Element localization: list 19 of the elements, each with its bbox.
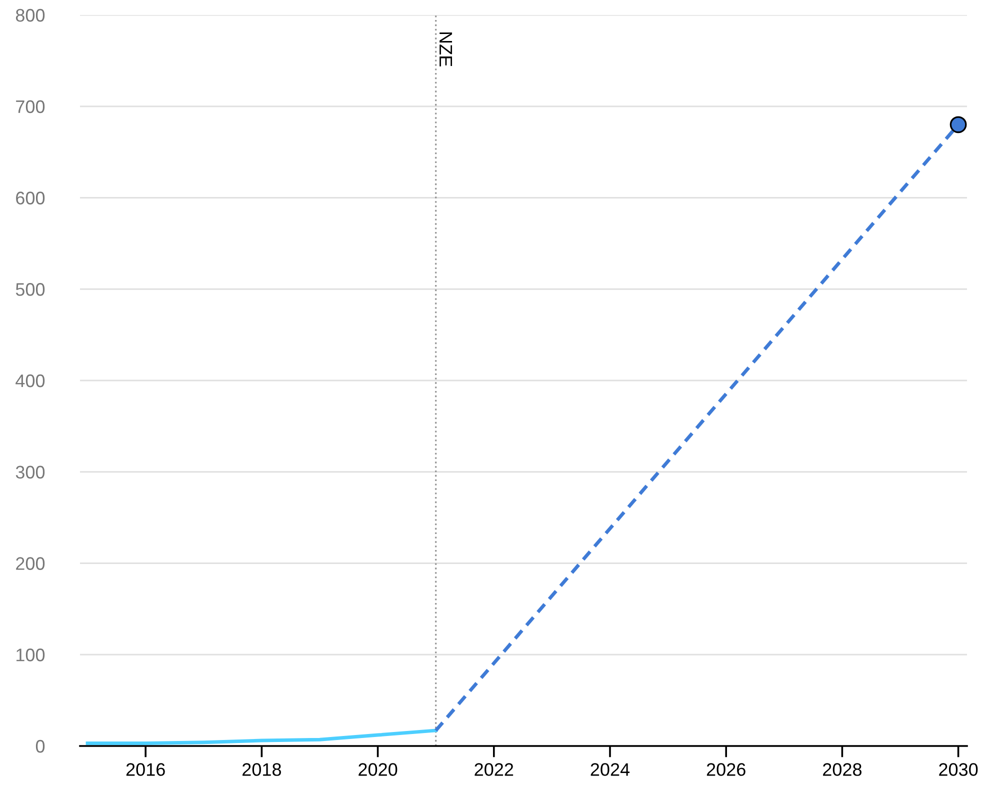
x-tick-label: 2028 <box>823 763 862 776</box>
x-tick-label: 2018 <box>242 763 281 776</box>
y-tick-label: 600 <box>16 192 45 204</box>
y-tick-label: 400 <box>16 374 45 388</box>
ref-line-label: NZE <box>440 32 452 66</box>
y-tick-label: 800 <box>16 8 45 22</box>
line-series <box>86 728 438 745</box>
y-tick-label: 300 <box>16 466 45 479</box>
y-tick-label: 0 <box>36 740 45 753</box>
y-tick-label: 500 <box>16 283 45 296</box>
x-tick-label: 2022 <box>474 763 514 776</box>
x-tick-label: 2030 <box>939 763 978 776</box>
y-tick-label: 200 <box>16 557 45 570</box>
x-tick-label: 2020 <box>358 763 398 776</box>
y-tick-label: 100 <box>16 648 45 662</box>
y-tick-label: 700 <box>16 100 45 114</box>
x-tick-label: 2024 <box>590 763 630 776</box>
x-tick-label: 2016 <box>126 763 165 776</box>
x-tick-label: 2026 <box>706 763 746 776</box>
